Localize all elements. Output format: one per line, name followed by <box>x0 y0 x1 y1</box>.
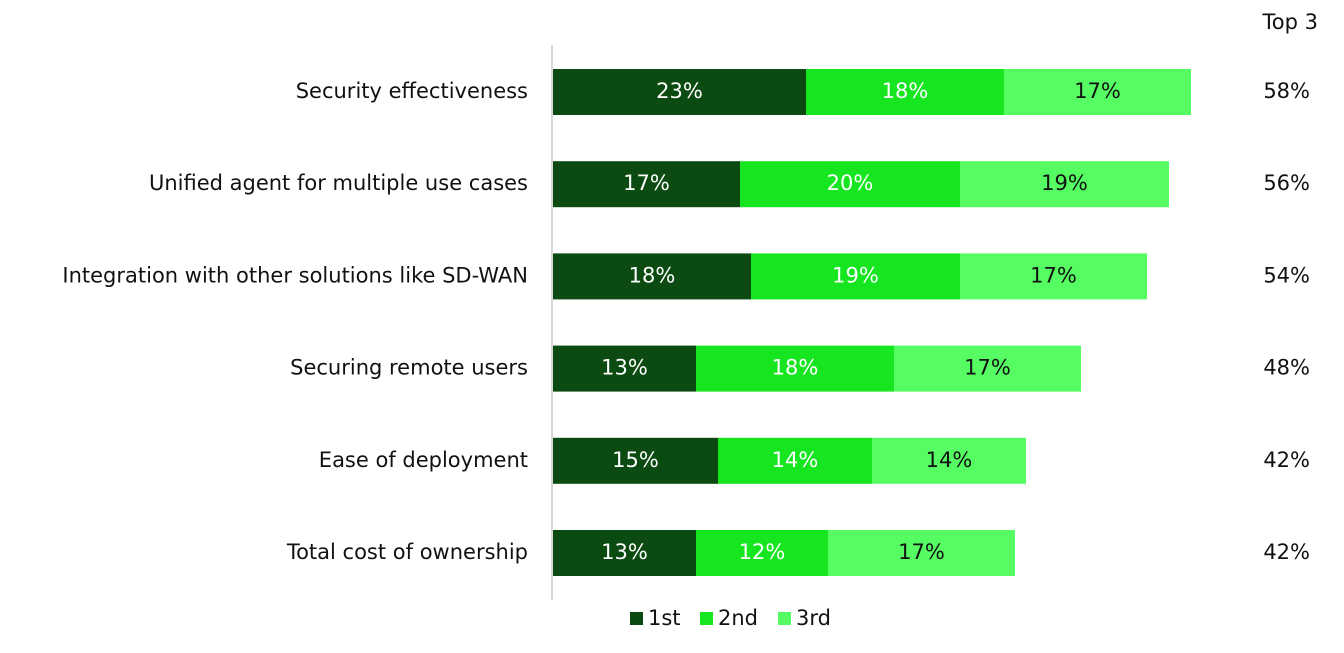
value-label: 19% <box>832 263 879 287</box>
legend-label: 3rd <box>796 606 831 630</box>
bar-segment <box>960 253 1147 300</box>
bar-segment <box>553 161 740 208</box>
value-label: 17% <box>1074 79 1121 103</box>
bar-segment <box>960 161 1169 208</box>
bar-segment <box>894 345 1081 392</box>
category-label: Security effectiveness <box>296 79 528 103</box>
value-label: 12% <box>739 540 786 564</box>
top3-value: 42% <box>1263 448 1310 472</box>
bar-segment <box>806 69 1004 115</box>
legend-label: 1st <box>648 606 681 630</box>
legend-swatch <box>700 612 713 625</box>
category-label: Ease of deployment <box>319 448 528 472</box>
legend-swatch <box>778 612 791 625</box>
value-label: 17% <box>1030 263 1077 287</box>
value-label: 19% <box>1041 171 1088 195</box>
top3-value: 42% <box>1263 540 1310 564</box>
top3-value: 56% <box>1263 171 1310 195</box>
bar-segment <box>828 530 1015 576</box>
category-label: Securing remote users <box>290 356 528 380</box>
bar-segment <box>553 69 806 115</box>
value-label: 15% <box>612 448 659 472</box>
bar-segment <box>1004 69 1191 115</box>
value-label: 17% <box>623 171 670 195</box>
top3-title: Top 3 <box>1262 10 1318 34</box>
value-label: 14% <box>772 448 819 472</box>
bar-segment <box>872 437 1026 484</box>
value-label: 14% <box>926 448 973 472</box>
bar-segment <box>751 253 960 300</box>
value-label: 20% <box>827 171 874 195</box>
value-label: 13% <box>601 356 648 380</box>
value-label: 13% <box>601 540 648 564</box>
top3-value: 58% <box>1263 79 1310 103</box>
bar-segment <box>553 437 718 484</box>
legend-label: 2nd <box>718 606 758 630</box>
bar-segment <box>696 345 894 392</box>
value-label: 18% <box>882 79 929 103</box>
bar-segment <box>553 530 696 576</box>
value-label: 23% <box>656 79 703 103</box>
bar-segment <box>718 437 872 484</box>
category-label: Total cost of ownership <box>286 540 528 564</box>
bar-segment <box>553 253 751 300</box>
top3-value: 48% <box>1263 356 1310 380</box>
value-label: 18% <box>772 356 819 380</box>
bar-segment <box>740 161 960 208</box>
value-label: 17% <box>898 540 945 564</box>
category-label: Unified agent for multiple use cases <box>149 171 528 195</box>
bar-segment <box>553 345 696 392</box>
category-label: Integration with other solutions like SD… <box>62 263 528 287</box>
legend-swatch <box>630 612 643 625</box>
bar-segment <box>696 530 828 576</box>
top3-value: 54% <box>1263 263 1310 287</box>
value-label: 18% <box>629 263 676 287</box>
value-label: 17% <box>964 356 1011 380</box>
